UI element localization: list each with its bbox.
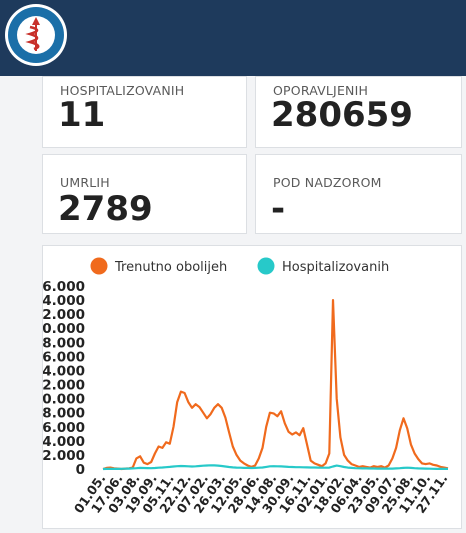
y-tick-label: 8.000 bbox=[43, 406, 85, 422]
stat-value: 2789 bbox=[58, 189, 153, 229]
y-tick-label: 22.000 bbox=[43, 307, 85, 323]
y-tick-label: 26.000 bbox=[43, 279, 85, 295]
institute-logo[interactable] bbox=[4, 3, 68, 67]
y-tick-label: 20.000 bbox=[43, 321, 85, 337]
legend-label: Trenutno obolijeh bbox=[114, 260, 227, 275]
stat-value: 11 bbox=[58, 95, 106, 135]
y-tick-label: 12.000 bbox=[43, 378, 85, 394]
stat-card-hospitalizovanih: HOSPITALIZOVANIH 11 bbox=[42, 76, 247, 148]
y-tick-label: 6.000 bbox=[43, 420, 85, 436]
stat-value: 280659 bbox=[271, 95, 413, 135]
logo-staff bbox=[32, 17, 40, 51]
chart-card: Trenutno obolijehHospitalizovanih26.0002… bbox=[33, 245, 462, 529]
series-line-trenutno-oboljelih bbox=[102, 298, 449, 471]
y-tick-label: 18.000 bbox=[43, 335, 85, 351]
logo-serpent bbox=[25, 25, 40, 51]
legend-marker bbox=[257, 257, 275, 275]
stat-card-pod-nadzorom: POD NADZOROM - bbox=[255, 154, 462, 234]
header-bar bbox=[0, 0, 466, 76]
stat-label: POD NADZOROM bbox=[273, 175, 382, 190]
y-tick-label: 10.000 bbox=[43, 392, 85, 408]
y-tick-label: 14.000 bbox=[43, 363, 85, 379]
series-line-hospitalizovanih bbox=[102, 464, 448, 471]
y-tick-label: 16.000 bbox=[43, 349, 85, 365]
y-tick-label: 24.000 bbox=[43, 293, 85, 309]
stat-label: OPORAVLJENIH bbox=[273, 83, 369, 98]
stat-value: - bbox=[271, 189, 286, 229]
stat-card-umrlih: UMRLIH 2789 bbox=[42, 154, 247, 234]
y-tick-label: 2.000 bbox=[43, 448, 85, 464]
legend-marker bbox=[90, 257, 108, 275]
stat-label: HOSPITALIZOVANIH bbox=[60, 83, 185, 98]
covid-line-chart: Trenutno obolijehHospitalizovanih26.0002… bbox=[33, 257, 450, 516]
legend-label: Hospitalizovanih bbox=[282, 260, 389, 275]
y-tick-label: 0 bbox=[76, 462, 85, 478]
stat-label: UMRLIH bbox=[60, 175, 110, 190]
stat-card-oporavljenih: OPORAVLJENIH 280659 bbox=[255, 76, 462, 148]
y-tick-label: 4.000 bbox=[43, 434, 85, 450]
